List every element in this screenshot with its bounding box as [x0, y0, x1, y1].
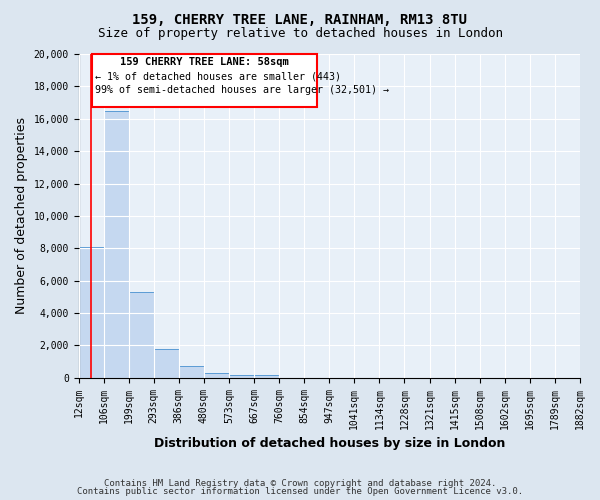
FancyBboxPatch shape: [92, 54, 317, 108]
Y-axis label: Number of detached properties: Number of detached properties: [15, 118, 28, 314]
Bar: [204, 373, 229, 378]
Bar: [154, 348, 179, 378]
X-axis label: Distribution of detached houses by size in London: Distribution of detached houses by size …: [154, 437, 505, 450]
Bar: [128, 292, 154, 378]
Bar: [104, 110, 128, 378]
Bar: [254, 376, 279, 378]
Text: Contains HM Land Registry data © Crown copyright and database right 2024.: Contains HM Land Registry data © Crown c…: [104, 478, 496, 488]
Text: Size of property relative to detached houses in London: Size of property relative to detached ho…: [97, 28, 503, 40]
Text: ← 1% of detached houses are smaller (443): ← 1% of detached houses are smaller (443…: [95, 71, 341, 81]
Text: 99% of semi-detached houses are larger (32,501) →: 99% of semi-detached houses are larger (…: [95, 85, 389, 95]
Text: Contains public sector information licensed under the Open Government Licence v3: Contains public sector information licen…: [77, 487, 523, 496]
Bar: [79, 246, 104, 378]
Bar: [229, 374, 254, 378]
Bar: [179, 366, 204, 378]
Text: 159 CHERRY TREE LANE: 58sqm: 159 CHERRY TREE LANE: 58sqm: [120, 57, 289, 67]
Text: 159, CHERRY TREE LANE, RAINHAM, RM13 8TU: 159, CHERRY TREE LANE, RAINHAM, RM13 8TU: [133, 12, 467, 26]
